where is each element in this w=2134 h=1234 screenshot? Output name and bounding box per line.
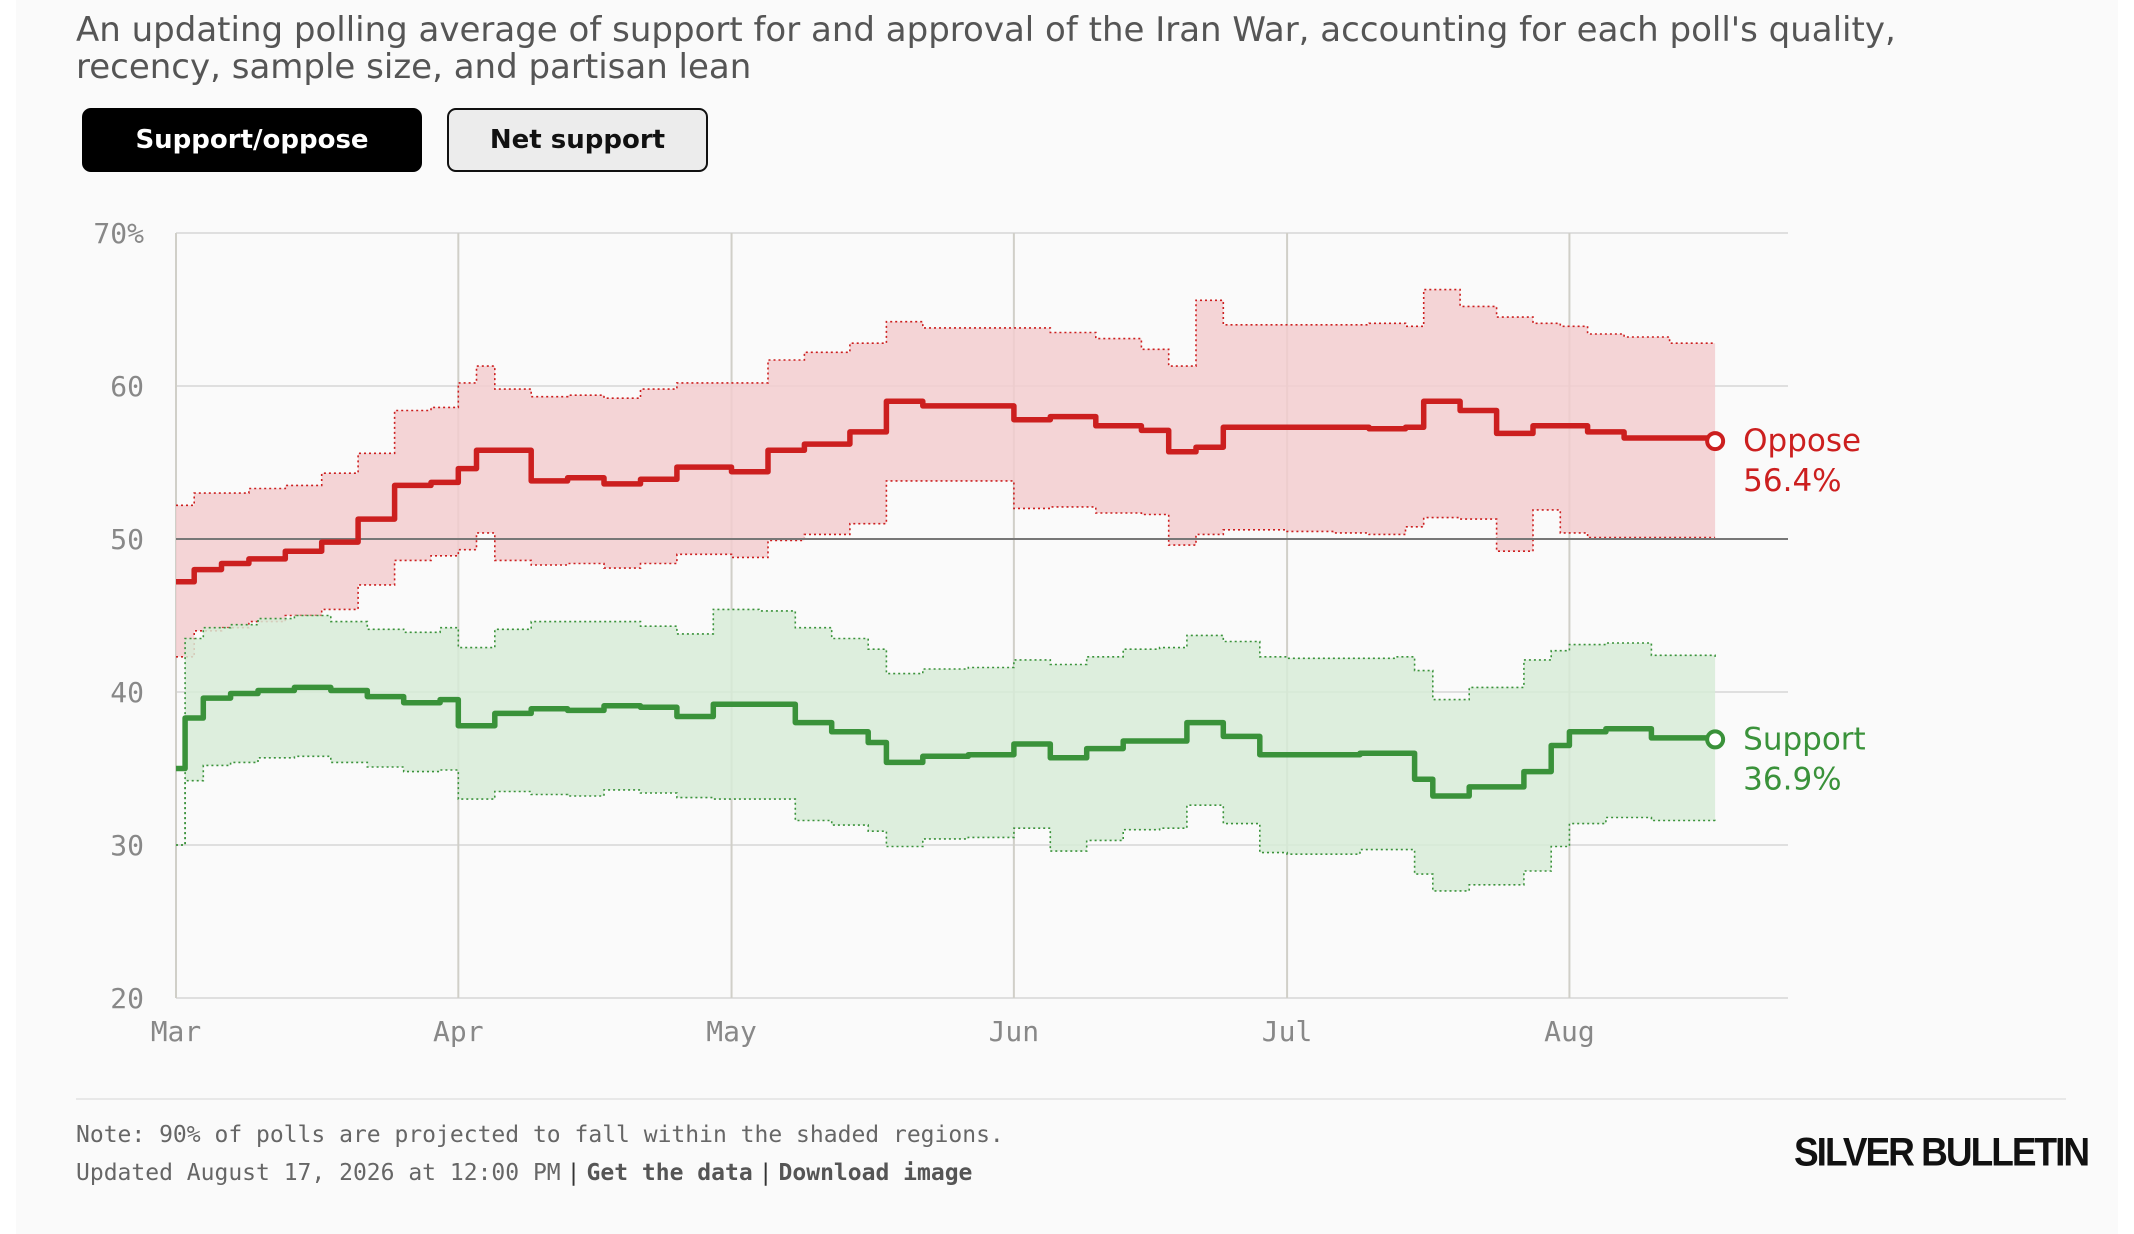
y-tick-label: 50: [110, 523, 144, 556]
y-tick-label: 20: [110, 982, 144, 1015]
support-line: [176, 684, 1718, 799]
oppose-line: [176, 398, 1718, 585]
support-end-marker: [1705, 729, 1726, 750]
footer-separator: |: [566, 1160, 581, 1186]
x-tick-label: Jun: [989, 1015, 1040, 1048]
download-image-link[interactable]: Download image: [778, 1160, 973, 1186]
y-tick-label: 60: [110, 370, 144, 403]
support-series-label: Support: [1743, 721, 1866, 757]
chart-subtitle: An updating polling average of support f…: [76, 10, 1896, 87]
oppose-series-label: Oppose: [1743, 423, 1861, 459]
get-data-link[interactable]: Get the data: [586, 1160, 753, 1186]
x-tick-label: May: [706, 1015, 757, 1048]
support-interval-band: [176, 609, 1716, 891]
polling-average-chart: Oppose 56.4% Support 36.9% 20 30 40 50 60 70% Mar A…: [93, 217, 1866, 1048]
y-tick-label: 70%: [93, 217, 144, 250]
support-lower-bound: [176, 755, 1716, 892]
oppose-interval-band: [176, 289, 1716, 657]
oppose-end-marker: [1705, 431, 1726, 452]
support-upper-bound: [176, 608, 1716, 846]
support-end-value: 36.9%: [1743, 761, 1841, 797]
footer-separator: |: [758, 1160, 773, 1186]
support-oppose-toggle-button[interactable]: Support/oppose: [82, 108, 422, 172]
footer-divider: [76, 1098, 2066, 1100]
silver-bulletin-logo: SILVER BULLETIN: [1794, 1130, 2090, 1175]
oppose-end-value: 56.4%: [1743, 463, 1841, 499]
oppose-upper-bound: [176, 288, 1716, 507]
y-tick-label: 40: [110, 676, 144, 709]
footer-note: Note: 90% of polls are projected to fall…: [76, 1122, 1004, 1148]
x-tick-label: Aug: [1544, 1015, 1595, 1048]
x-tick-label: Apr: [433, 1015, 484, 1048]
chart-card: An updating polling average of support f…: [16, 0, 2118, 1234]
footer-updated-line: Updated August 17, 2026 at 12:00 PM | Get …: [76, 1160, 972, 1186]
net-support-toggle-button[interactable]: Net support: [447, 108, 708, 172]
oppose-lower-bound: [176, 480, 1716, 658]
y-tick-label: 30: [110, 829, 144, 862]
x-tick-label: Mar: [151, 1015, 202, 1048]
updated-timestamp: Updated August 17, 2026 at 12:00 PM: [76, 1160, 561, 1186]
x-tick-label: Jul: [1262, 1015, 1313, 1048]
